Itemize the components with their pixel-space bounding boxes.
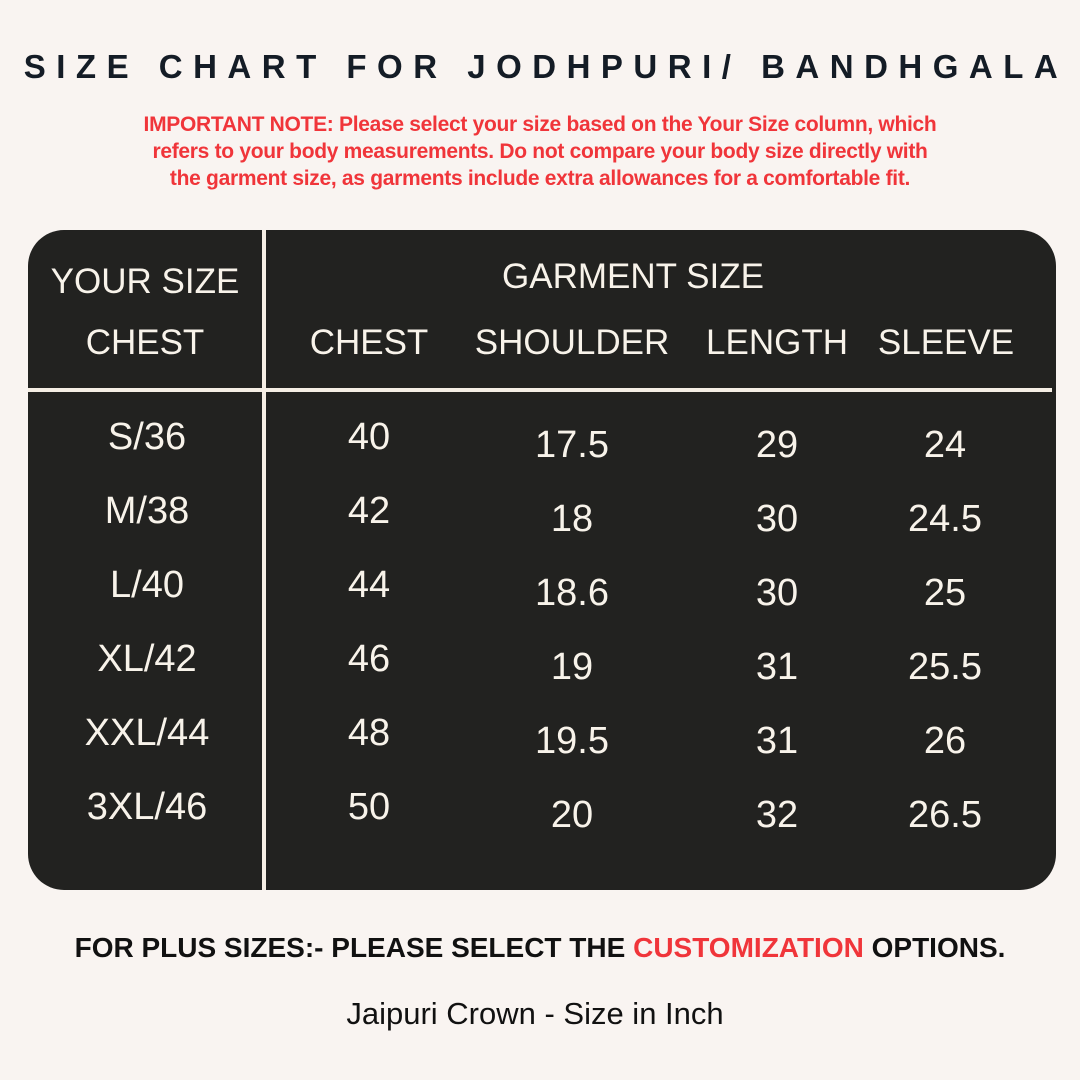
footer-caption: Jaipuri Crown - Size in Inch: [346, 996, 724, 1031]
header-divider: [28, 388, 1052, 392]
cell-length: 30: [755, 498, 799, 540]
cell-shoulder: 19: [550, 646, 594, 688]
cell-size: XL/42: [97, 638, 197, 680]
garment-size-header: GARMENT SIZE: [502, 257, 764, 296]
cell-chest: 50: [347, 786, 391, 828]
important-note: IMPORTANT NOTE: Please select your size …: [143, 113, 937, 190]
cell-sleeve: 26.5: [908, 794, 982, 836]
cell-size: M/38: [104, 490, 190, 532]
column-header-length: LENGTH: [706, 323, 848, 362]
plus-sizes-text-end: OPTIONS.: [863, 932, 1006, 963]
cell-chest: 42: [347, 490, 391, 532]
column-header-shoulder: SHOULDER: [474, 323, 670, 362]
cell-length: 30: [755, 572, 799, 614]
your-size-header: YOUR SIZE: [50, 262, 240, 301]
cell-length: 32: [755, 794, 799, 836]
size-chart-table: YOUR SIZE CHEST GARMENT SIZE CHEST SHOUL…: [28, 230, 1056, 890]
cell-sleeve: 26: [923, 720, 967, 762]
cell-size: 3XL/46: [86, 786, 208, 828]
plus-sizes-text: FOR PLUS SIZES:- PLEASE SELECT THE: [74, 932, 634, 963]
cell-length: 29: [755, 424, 799, 466]
cell-shoulder: 18.6: [535, 572, 609, 614]
cell-size: XXL/44: [84, 712, 210, 754]
cell-sleeve: 25.5: [908, 646, 982, 688]
cell-sleeve: 25: [923, 572, 967, 614]
plus-sizes-note: FOR PLUS SIZES:- PLEASE SELECT THE CUSTO…: [0, 932, 1080, 964]
cell-chest: 40: [347, 416, 391, 458]
cell-size: S/36: [107, 416, 187, 458]
cell-length: 31: [755, 646, 799, 688]
cell-shoulder: 18: [550, 498, 594, 540]
column-header-sleeve: SLEEVE: [877, 323, 1015, 362]
cell-size: L/40: [110, 564, 184, 606]
column-divider: [262, 230, 266, 890]
cell-shoulder: 17.5: [535, 424, 609, 466]
cell-sleeve: 24.5: [908, 498, 982, 540]
cell-sleeve: 24: [923, 424, 967, 466]
cell-length: 31: [755, 720, 799, 762]
your-size-chest-header: CHEST: [85, 323, 205, 362]
column-header-chest: CHEST: [309, 323, 429, 362]
page-title: SIZE CHART FOR JODHPURI/ BANDHGALA: [23, 48, 1069, 85]
customization-highlight: CUSTOMIZATION: [633, 932, 864, 963]
cell-chest: 48: [347, 712, 391, 754]
cell-shoulder: 19.5: [535, 720, 609, 762]
cell-chest: 44: [347, 564, 391, 606]
cell-chest: 46: [347, 638, 391, 680]
cell-shoulder: 20: [550, 794, 594, 836]
